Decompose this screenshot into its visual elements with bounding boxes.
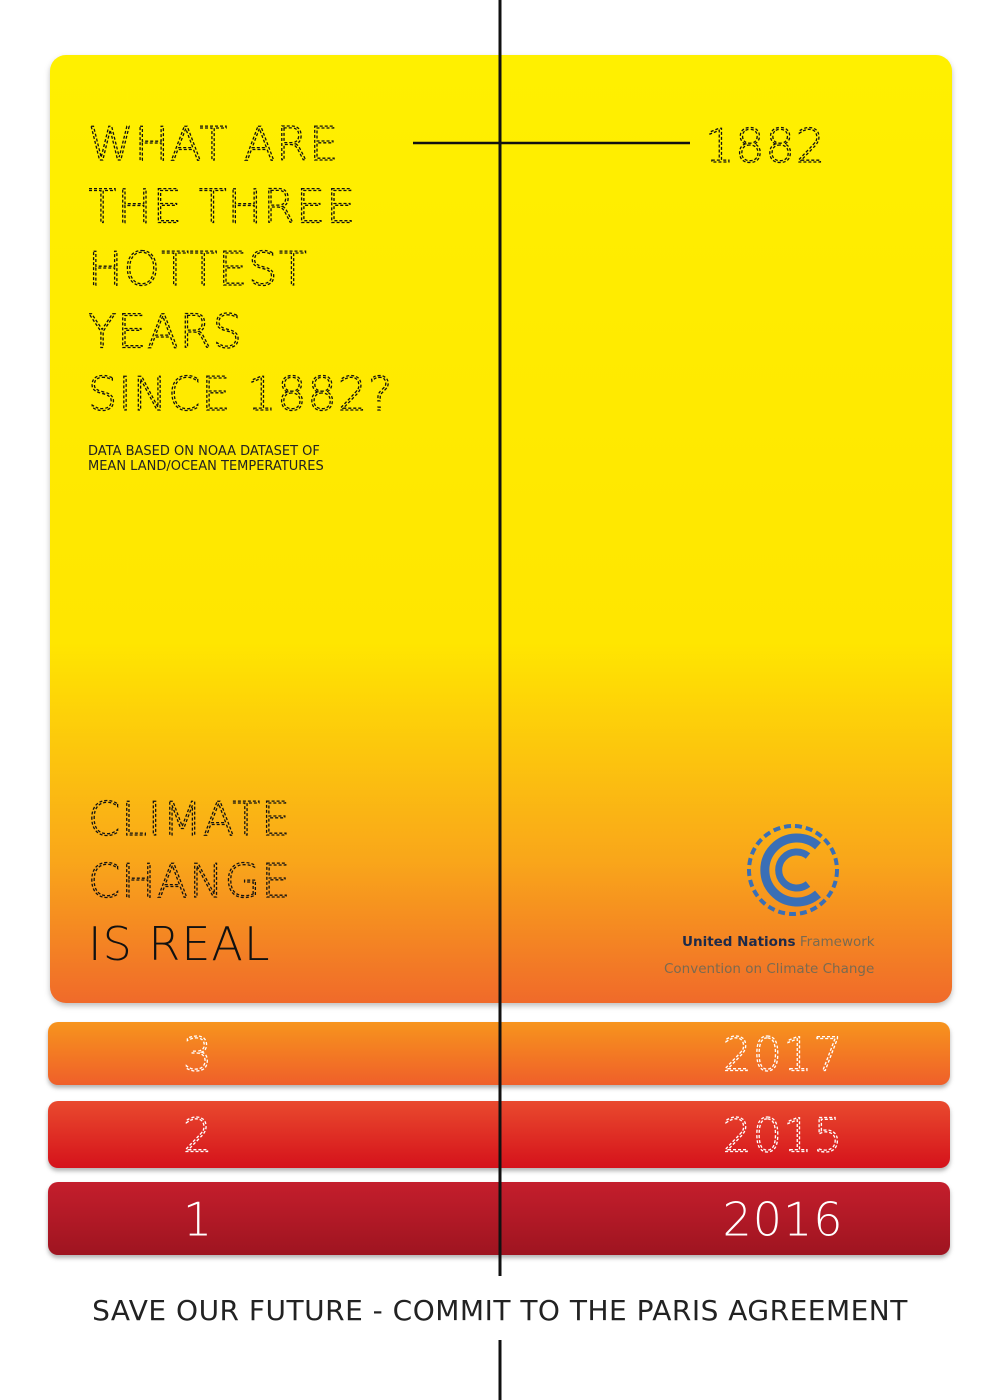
rank: 2 (183, 1109, 213, 1163)
headline-line: YEARS (88, 305, 243, 359)
rank: 1 (183, 1193, 213, 1247)
headline-line: THE THREE (88, 180, 356, 234)
year: 2015 (722, 1109, 843, 1163)
footer: SAVE OUR FUTURE - COMMIT TO THE PARIS AG… (92, 1294, 908, 1327)
rank: 3 (183, 1028, 213, 1082)
org-line1: United Nations Framework (682, 934, 875, 950)
org-name: United Nations (682, 934, 796, 950)
org-line2: Convention on Climate Change (664, 961, 874, 977)
headline: WHAT ARE THE THREE HOTTEST YEARS SINCE 1882? (87, 116, 393, 421)
note: DATA BASED ON NOAA DATASET OF (88, 444, 320, 459)
headline-line: SINCE 1882? (88, 367, 393, 421)
ranking-bars: 3 2017 2 2015 1 2016 (48, 1022, 950, 1255)
org-text: Framework (800, 934, 875, 950)
un-logo (747, 824, 839, 916)
headline-line: WHAT ARE (88, 117, 339, 171)
headline-line: HOTTEST (88, 242, 308, 296)
start-year: 1882 (705, 119, 826, 173)
slogan: CHANGE (88, 854, 291, 908)
year: 2016 (722, 1193, 843, 1247)
year: 2017 (722, 1028, 843, 1082)
slogan: IS REAL (88, 917, 271, 971)
note: MEAN LAND/OCEAN TEMPERATURES (88, 459, 324, 474)
slogan: CLIMATE (88, 792, 291, 846)
